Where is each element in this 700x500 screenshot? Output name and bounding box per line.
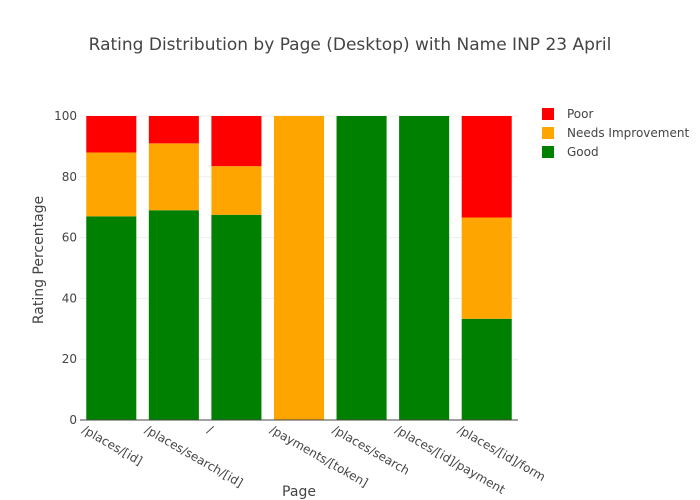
bar-segment-poor[interactable] [148,116,199,144]
y-tick-label: 100 [54,109,77,123]
y-tick-label: 40 [62,291,77,305]
bar-segment-good[interactable] [211,214,262,420]
y-axis-label: Rating Percentage [31,196,47,324]
y-tick-label: 20 [62,352,77,366]
bar-segment-needs-improvement[interactable] [273,116,325,420]
x-axis-label: Page [282,484,316,500]
bar-segment-good[interactable] [461,318,512,420]
bar-segment-needs-improvement[interactable] [86,152,137,217]
bar-segment-poor[interactable] [461,116,512,218]
legend[interactable]: Poor Needs Improvement Good [542,107,689,159]
y-tick-label: 80 [62,170,77,184]
bar-segment-good[interactable] [148,210,199,420]
legend-label[interactable]: Poor [567,107,593,121]
x-tick-label: /places/[id] [80,422,145,468]
bar-segment-poor[interactable] [86,116,137,153]
legend-label[interactable]: Needs Improvement [567,126,689,140]
legend-label[interactable]: Good [567,145,599,159]
bar-segment-needs-improvement[interactable] [148,143,199,211]
x-tick-label: /places/search/[id] [142,422,245,490]
bar-segment-needs-improvement[interactable] [211,166,262,215]
bars [86,116,512,420]
x-tick-label: / [205,422,216,437]
y-tick-label: 60 [62,231,77,245]
y-tick-label: 0 [69,413,77,427]
bar-segment-needs-improvement[interactable] [461,217,512,319]
legend-swatch[interactable] [542,108,554,120]
bar-segment-poor[interactable] [211,116,262,167]
bar-segment-good[interactable] [86,216,137,420]
chart-title: Rating Distribution by Page (Desktop) wi… [89,35,612,55]
bar-segment-good[interactable] [399,116,450,420]
bar-segment-good[interactable] [336,116,387,420]
legend-swatch[interactable] [542,146,554,158]
x-tick-label: /places/[id]/payment [393,422,508,496]
legend-swatch[interactable] [542,127,554,139]
